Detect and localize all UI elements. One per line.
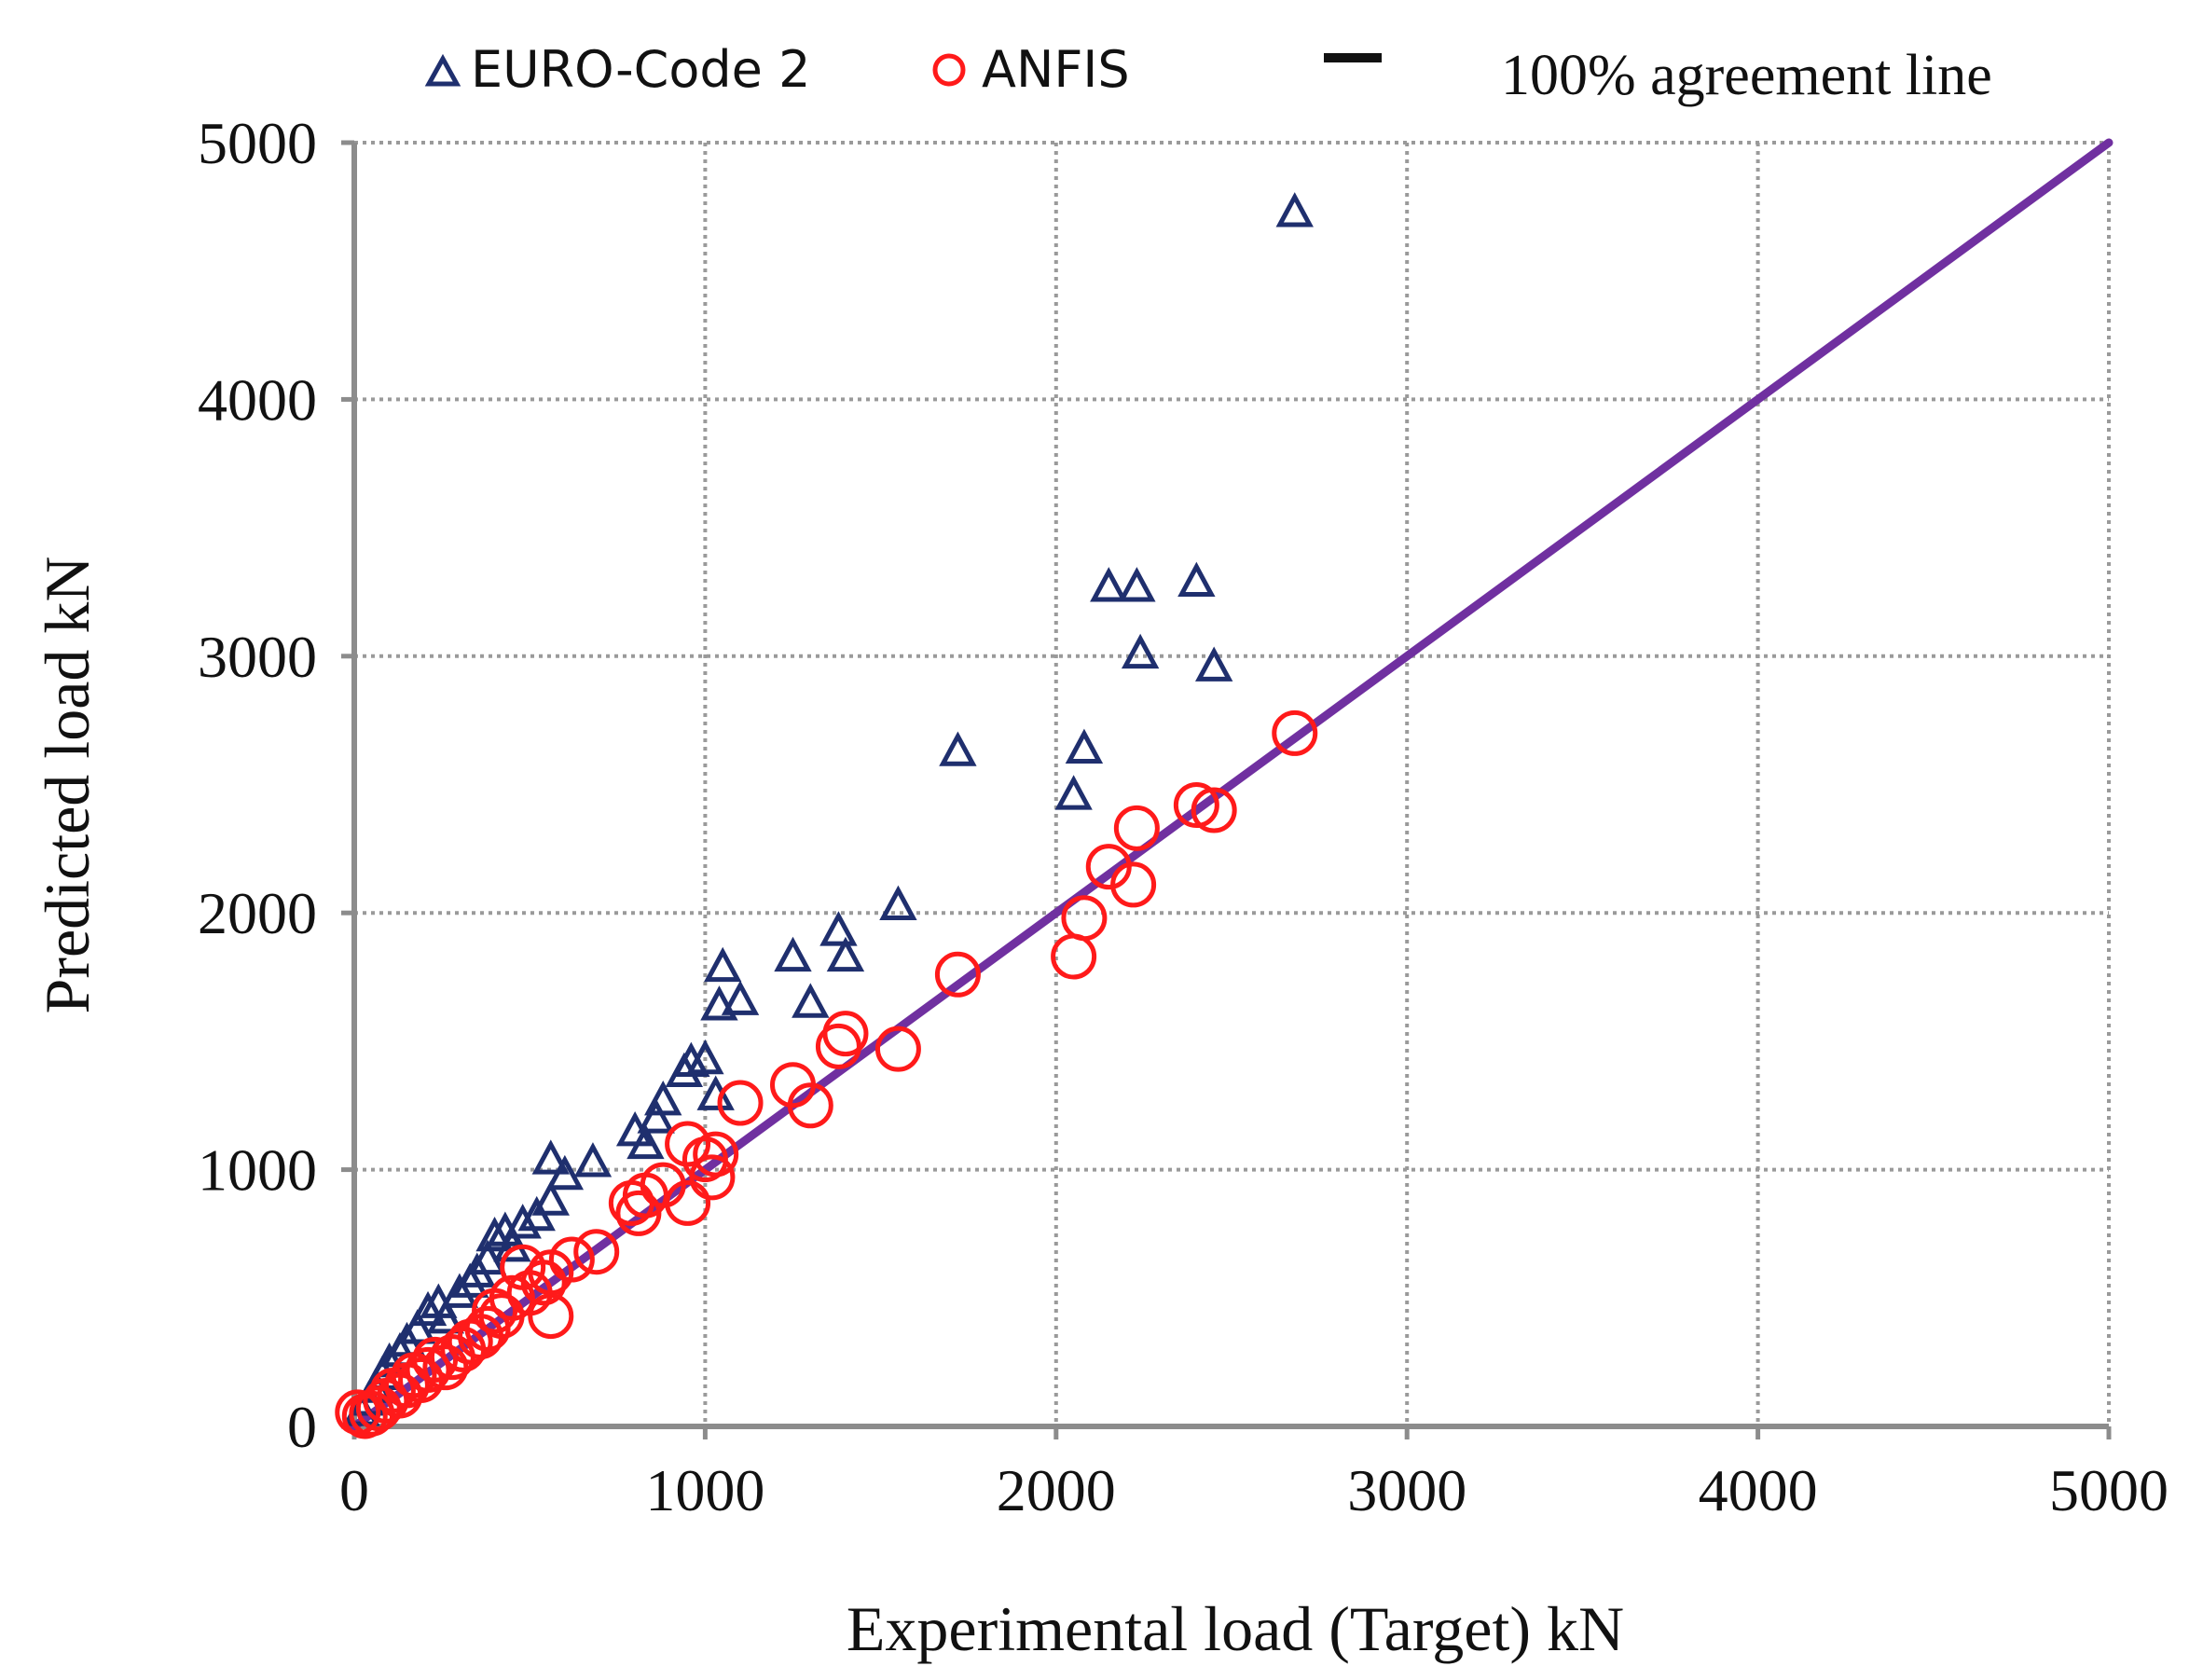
euro-code-2-point (637, 1098, 675, 1134)
euro-code-2-point (475, 1216, 514, 1252)
euro-code-2-point (826, 936, 865, 972)
anfis-point (1191, 787, 1237, 833)
euro-code-2-point (1194, 646, 1233, 682)
anfis-point (717, 1080, 764, 1126)
euro-code-2-series (342, 192, 1314, 1426)
y-tick-label: 5000 (198, 110, 317, 176)
y-tick-label: 1000 (198, 1137, 317, 1204)
x-tick-label: 2000 (997, 1457, 1116, 1523)
legend-euro-label: EURO-Code 2 (471, 40, 810, 99)
y-axis-title: Predicted load kN (32, 557, 103, 1014)
euro-code-2-point (531, 1139, 570, 1175)
grid-lines (354, 141, 2111, 1426)
legend: EURO-Code 2 ANFIS 100% agreement line (424, 40, 1992, 107)
y-tick-label: 0 (287, 1394, 317, 1460)
anfis-point (335, 1389, 381, 1436)
euro-code-2-point (939, 731, 977, 766)
euro-code-2-point (545, 1154, 585, 1191)
euro-code-2-point (1121, 633, 1160, 669)
tick-labels: 0 1000 2000 3000 4000 5000 0 1000 2000 3000 4000 50… (198, 110, 2169, 1523)
anfis-point (429, 1334, 475, 1381)
anfis-point (1061, 895, 1108, 942)
anfis-point (573, 1229, 620, 1275)
legend-anfis-marker (932, 53, 966, 87)
anfis-point (1113, 805, 1160, 851)
y-tick-label: 3000 (198, 624, 317, 690)
euro-code-2-point (774, 936, 812, 972)
euro-code-2-point (1090, 567, 1128, 602)
anfis-point (934, 951, 981, 998)
euro-code-2-point (503, 1204, 542, 1239)
euro-code-2-point (665, 1052, 704, 1088)
anfis-point (341, 1393, 388, 1439)
anfis-point (422, 1344, 469, 1391)
euro-code-2-point (819, 911, 858, 946)
anfis-point (608, 1179, 654, 1226)
euro-code-2-point (700, 985, 738, 1021)
anfis-point (506, 1270, 553, 1316)
euro-code-2-point (686, 1039, 724, 1075)
legend-line-label: 100% agreement line (1501, 44, 1992, 107)
euro-code-2-point (573, 1142, 613, 1177)
legend-euro-marker (424, 53, 461, 87)
euro-code-2-point (517, 1195, 556, 1232)
anfis-series (335, 709, 1318, 1439)
anfis-point (500, 1244, 546, 1290)
euro-code-2-point (408, 1290, 447, 1327)
euro-code-2-point (879, 885, 917, 921)
euro-code-2-point (704, 946, 742, 983)
axes (341, 140, 2112, 1439)
x-tick-label: 4000 (1699, 1457, 1818, 1523)
anfis-point (1173, 782, 1219, 829)
anfis-point (874, 1026, 921, 1072)
x-axis-title: Experimental load (Target) kN (847, 1593, 1624, 1664)
euro-code-2-point (1054, 775, 1093, 810)
euro-code-2-point (426, 1299, 465, 1334)
legend-anfis-label: ANFIS (982, 40, 1130, 99)
anfis-point (1272, 709, 1318, 756)
x-tick-label: 3000 (1347, 1457, 1466, 1523)
euro-code-2-point (440, 1273, 479, 1308)
agreement-line (350, 138, 2114, 1431)
x-tick-label: 0 (339, 1457, 369, 1523)
euro-code-2-point (1118, 567, 1156, 602)
anfis-point (815, 1023, 861, 1069)
agreement-line-group (350, 138, 2114, 1431)
anfis-point (615, 1190, 662, 1236)
euro-code-2-point (1065, 728, 1104, 764)
y-tick-label: 4000 (198, 366, 317, 433)
anfis-point (1110, 861, 1157, 908)
data-points (335, 192, 1318, 1439)
anfis-point (689, 1154, 736, 1201)
euro-code-2-point (531, 1180, 570, 1216)
anfis-point (665, 1121, 711, 1167)
x-tick-label: 5000 (2049, 1457, 2169, 1523)
x-tick-label: 1000 (645, 1457, 764, 1523)
euro-code-2-point (1275, 192, 1314, 227)
euro-code-2-point (1177, 561, 1216, 598)
euro-code-2-point (626, 1123, 665, 1160)
anfis-point (1051, 933, 1097, 980)
euro-code-2-point (792, 983, 830, 1018)
y-tick-label: 2000 (198, 880, 317, 946)
anfis-point (787, 1082, 833, 1129)
euro-code-2-point (721, 980, 760, 1015)
